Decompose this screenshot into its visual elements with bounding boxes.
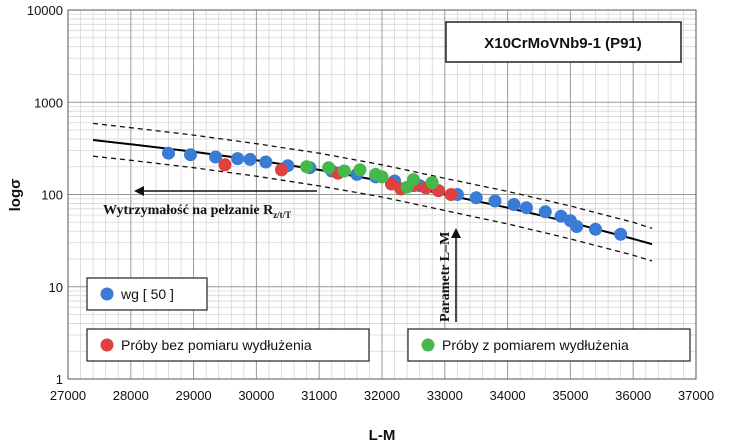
data-point-blue xyxy=(614,227,628,241)
data-point-blue xyxy=(519,201,533,215)
data-points xyxy=(162,146,628,241)
parameter-label: Parametr L–M xyxy=(438,232,453,322)
fit-curves xyxy=(92,122,653,262)
y-tick-label: 1000 xyxy=(34,95,63,110)
y-axis-title: logσ xyxy=(7,179,24,212)
legend-marker-blue xyxy=(100,287,114,301)
parameter-arrow-head xyxy=(451,228,461,238)
x-tick-label: 37000 xyxy=(678,388,714,403)
data-point-blue xyxy=(488,194,502,208)
legend-marker-red xyxy=(100,338,114,352)
data-point-blue xyxy=(231,152,245,166)
x-axis-title: L-M xyxy=(369,427,396,444)
upper-bound-curve xyxy=(93,122,653,229)
data-point-blue xyxy=(243,152,257,166)
data-point-green xyxy=(375,170,389,184)
lower-bound-curve xyxy=(93,155,653,262)
x-tick-label: 35000 xyxy=(552,388,588,403)
data-point-blue xyxy=(570,220,584,233)
data-point-green xyxy=(425,176,439,189)
data-point-green xyxy=(400,180,414,194)
data-point-blue xyxy=(209,150,223,164)
y-tick-label: 10000 xyxy=(27,3,63,18)
title-box xyxy=(445,21,682,63)
data-point-blue xyxy=(589,222,602,236)
x-tick-label: 34000 xyxy=(490,388,526,403)
strength-label-main: Wytrzymałość na pełzanie R xyxy=(103,203,274,218)
legend-label-green: Próby z pomiarem wydłużenia xyxy=(442,337,629,353)
data-point-green xyxy=(300,160,314,174)
legend-box-red xyxy=(86,328,370,362)
data-point-blue xyxy=(259,155,273,169)
x-tick-label: 30000 xyxy=(238,388,274,403)
y-tick-label: 1 xyxy=(56,372,63,387)
data-point-red xyxy=(275,163,288,177)
data-point-blue xyxy=(538,205,552,219)
strength-label: Wytrzymałość na pełzanie Rz/t/T xyxy=(103,203,291,220)
x-tick-label: 32000 xyxy=(364,388,400,403)
data-point-green xyxy=(322,161,336,175)
legend-label-blue: wg [ 50 ] xyxy=(120,286,174,302)
y-tick-label: 100 xyxy=(41,188,63,203)
legend-label-red: Próby bez pomiaru wydłużenia xyxy=(121,337,312,353)
legend-marker-green xyxy=(421,338,435,352)
strength-label-sub: z/t/T xyxy=(273,210,291,220)
x-tick-label: 31000 xyxy=(301,388,337,403)
x-tick-label: 27000 xyxy=(50,388,86,403)
x-tick-labels: 27000 28000 29000 30000 31000 32000 33000 34000… xyxy=(50,388,714,403)
data-point-green xyxy=(337,164,351,178)
strength-arrow-head xyxy=(134,186,144,196)
x-tick-label: 33000 xyxy=(427,388,463,403)
data-point-green xyxy=(353,163,367,177)
y-tick-label: 10 xyxy=(49,280,63,295)
data-point-red xyxy=(444,188,458,201)
data-point-blue xyxy=(162,146,175,160)
x-tick-label: 28000 xyxy=(113,388,149,403)
legend-box-green xyxy=(407,328,691,362)
x-tick-label: 29000 xyxy=(176,388,212,403)
chart-title: X10CrMoVNb9-1 (P91) xyxy=(484,35,642,52)
data-point-blue xyxy=(184,148,197,162)
x-tick-label: 36000 xyxy=(615,388,651,403)
data-point-blue xyxy=(507,198,521,211)
y-tick-labels: 1 10 100 1000 10000 xyxy=(27,3,63,387)
data-point-blue xyxy=(469,191,483,205)
plot-frame xyxy=(67,9,697,380)
data-point-red xyxy=(218,158,232,172)
mean-curve xyxy=(92,139,653,246)
